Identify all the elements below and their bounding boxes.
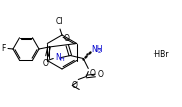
Text: O: O: [97, 70, 103, 79]
Text: H: H: [60, 56, 65, 62]
Text: O: O: [71, 80, 77, 89]
Text: 2: 2: [98, 49, 101, 54]
Text: O: O: [43, 59, 49, 68]
Text: O: O: [89, 70, 95, 79]
Text: O: O: [63, 33, 69, 42]
Text: Cl: Cl: [55, 17, 63, 26]
Text: N: N: [55, 53, 61, 62]
Text: NH: NH: [91, 45, 103, 54]
Text: ·HBr: ·HBr: [152, 50, 169, 59]
Text: F: F: [2, 44, 6, 53]
